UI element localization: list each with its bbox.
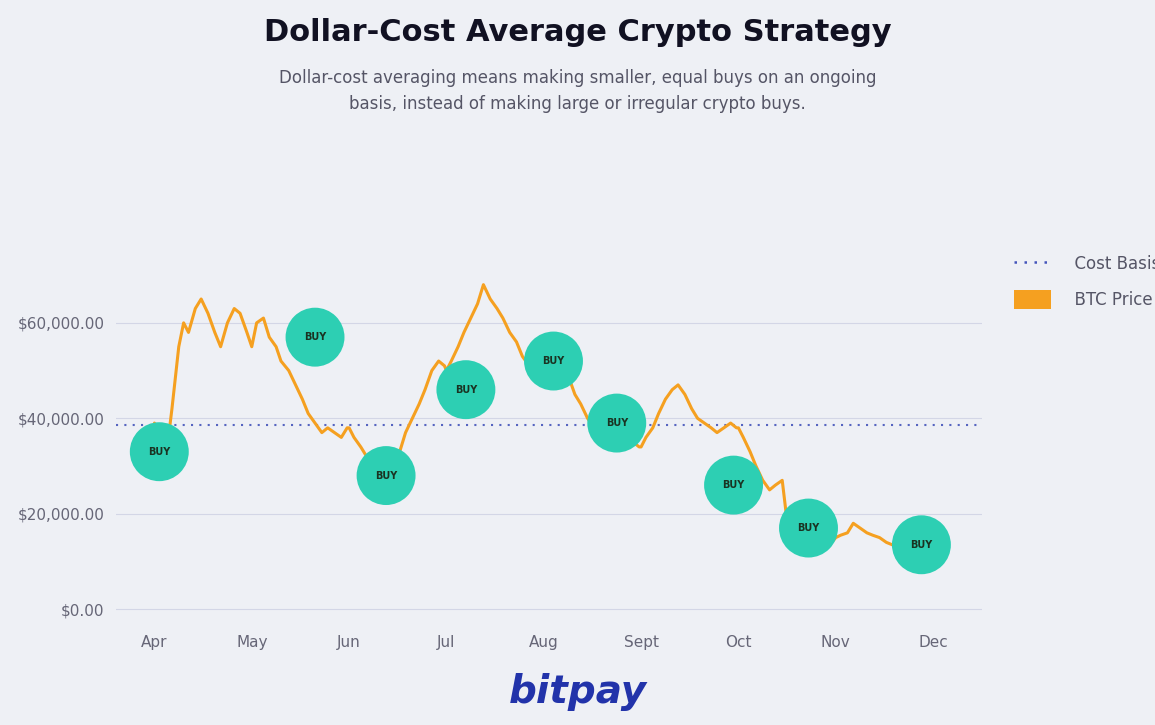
Legend:   Cost Basis,   BTC Price: Cost Basis, BTC Price xyxy=(1007,247,1155,316)
Text: Dollar-cost averaging means making smaller, equal buys on an ongoing
basis, inst: Dollar-cost averaging means making small… xyxy=(278,69,877,113)
Text: BUY: BUY xyxy=(304,332,326,342)
Text: BUY: BUY xyxy=(722,480,745,490)
Text: BUY: BUY xyxy=(455,385,477,394)
Point xyxy=(306,331,325,343)
Point xyxy=(912,539,931,550)
Text: BUY: BUY xyxy=(148,447,171,457)
Point xyxy=(724,479,743,491)
Point xyxy=(377,470,395,481)
Text: BUY: BUY xyxy=(375,471,397,481)
Point xyxy=(799,522,818,534)
Text: BUY: BUY xyxy=(797,523,820,533)
Point xyxy=(608,418,626,429)
Text: BUY: BUY xyxy=(605,418,628,428)
Text: bitpay: bitpay xyxy=(508,674,647,711)
Point xyxy=(150,446,169,457)
Point xyxy=(456,384,475,395)
Point xyxy=(544,355,562,367)
Text: BUY: BUY xyxy=(910,539,932,550)
Text: BUY: BUY xyxy=(543,356,565,366)
Text: Dollar-Cost Average Crypto Strategy: Dollar-Cost Average Crypto Strategy xyxy=(263,18,892,47)
